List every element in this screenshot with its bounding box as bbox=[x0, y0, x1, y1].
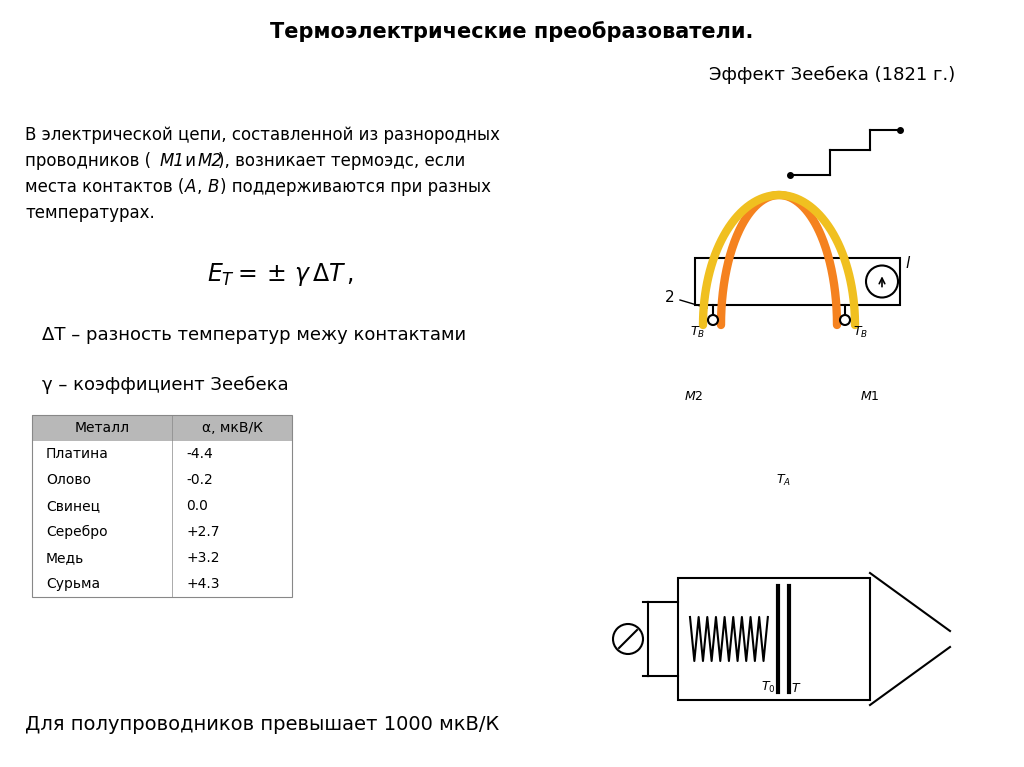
Text: В: В bbox=[208, 178, 219, 196]
Text: ) поддерживаются при разных: ) поддерживаются при разных bbox=[220, 178, 490, 196]
Text: Для полупроводников превышает 1000 мкВ/К: Для полупроводников превышает 1000 мкВ/К bbox=[25, 716, 500, 735]
Text: В электрической цепи, составленной из разнородных: В электрической цепи, составленной из ра… bbox=[25, 126, 500, 144]
Text: Металл: Металл bbox=[75, 421, 130, 435]
Text: +2.7: +2.7 bbox=[186, 525, 219, 539]
Text: -4.4: -4.4 bbox=[186, 447, 213, 461]
Text: $l$: $l$ bbox=[905, 255, 911, 271]
Text: Свинец: Свинец bbox=[46, 499, 100, 513]
Text: Эффект Зеебека (1821 г.): Эффект Зеебека (1821 г.) bbox=[709, 66, 955, 84]
Text: М2: М2 bbox=[198, 152, 223, 170]
Text: -0.2: -0.2 bbox=[186, 473, 213, 487]
Text: $T$: $T$ bbox=[792, 682, 802, 695]
Text: и: и bbox=[180, 152, 202, 170]
Text: Серебро: Серебро bbox=[46, 525, 108, 539]
Text: Термоэлектрические преобразователи.: Термоэлектрические преобразователи. bbox=[270, 21, 754, 42]
Text: 2: 2 bbox=[666, 289, 675, 304]
Bar bbox=[678, 578, 870, 700]
Text: температурах.: температурах. bbox=[25, 204, 155, 222]
Text: +3.2: +3.2 bbox=[186, 551, 219, 565]
Text: $M1$: $M1$ bbox=[860, 390, 880, 403]
Text: ,: , bbox=[197, 178, 208, 196]
Bar bbox=[32, 415, 292, 597]
Circle shape bbox=[613, 624, 643, 654]
Text: Платина: Платина bbox=[46, 447, 109, 461]
Text: места контактов (: места контактов ( bbox=[25, 178, 184, 196]
Circle shape bbox=[840, 315, 850, 325]
Text: γ – коэффициент Зеебека: γ – коэффициент Зеебека bbox=[42, 376, 289, 394]
Bar bbox=[32, 415, 292, 441]
Circle shape bbox=[866, 265, 898, 298]
Text: А: А bbox=[185, 178, 197, 196]
Text: М1: М1 bbox=[160, 152, 185, 170]
Text: $T_0$: $T_0$ bbox=[761, 680, 776, 695]
Text: ΔT – разность температур межу контактами: ΔT – разность температур межу контактами bbox=[42, 326, 466, 344]
Text: $E_T = \pm \, \gamma \, \Delta T \, ,$: $E_T = \pm \, \gamma \, \Delta T \, ,$ bbox=[207, 262, 353, 288]
Text: +4.3: +4.3 bbox=[186, 577, 219, 591]
Circle shape bbox=[708, 315, 718, 325]
Text: α, мкВ/К: α, мкВ/К bbox=[202, 421, 262, 435]
Text: Медь: Медь bbox=[46, 551, 84, 565]
Text: ), возникает термоэдс, если: ), возникает термоэдс, если bbox=[218, 152, 465, 170]
Text: Сурьма: Сурьма bbox=[46, 577, 100, 591]
Bar bbox=[695, 258, 900, 305]
Text: $M2$: $M2$ bbox=[684, 390, 703, 403]
Text: 0.0: 0.0 bbox=[186, 499, 208, 513]
Text: Олово: Олово bbox=[46, 473, 91, 487]
Text: проводников (: проводников ( bbox=[25, 152, 151, 170]
Text: $T_A$: $T_A$ bbox=[776, 473, 792, 488]
Text: $T_B$: $T_B$ bbox=[853, 324, 868, 340]
Text: $T_B$: $T_B$ bbox=[690, 324, 705, 340]
